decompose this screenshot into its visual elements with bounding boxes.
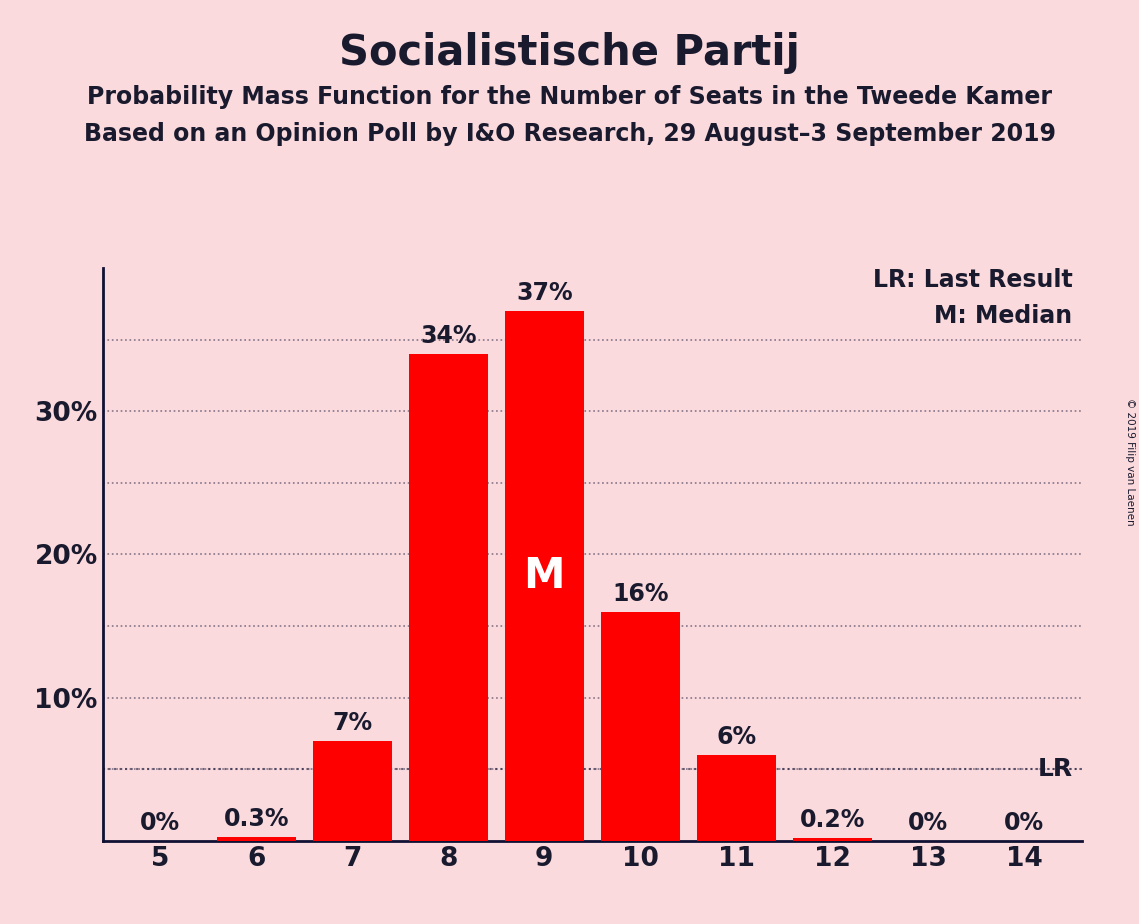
Text: 0.2%: 0.2% [800,808,865,833]
Text: 7%: 7% [333,711,372,735]
Bar [409,354,487,841]
Text: 0%: 0% [140,811,180,835]
Text: Probability Mass Function for the Number of Seats in the Tweede Kamer: Probability Mass Function for the Number… [87,85,1052,109]
Bar [601,612,680,841]
Bar [313,741,392,841]
Text: 0.3%: 0.3% [223,807,289,831]
Text: 37%: 37% [516,281,573,305]
Text: Socialistische Partij: Socialistische Partij [339,32,800,74]
Text: 6%: 6% [716,725,756,749]
Text: LR: LR [1038,758,1073,781]
Bar [216,836,295,841]
Text: M: M [524,555,565,597]
Text: M: Median: M: Median [934,304,1073,328]
Bar [697,755,776,841]
Text: 34%: 34% [420,324,476,348]
Text: 0%: 0% [1005,811,1044,835]
Text: 0%: 0% [908,811,949,835]
Text: LR: Last Result: LR: Last Result [872,268,1073,292]
Bar [793,838,871,841]
Text: © 2019 Filip van Laenen: © 2019 Filip van Laenen [1125,398,1134,526]
Text: Based on an Opinion Poll by I&O Research, 29 August–3 September 2019: Based on an Opinion Poll by I&O Research… [83,122,1056,146]
Bar [505,310,583,841]
Text: 16%: 16% [612,582,669,606]
